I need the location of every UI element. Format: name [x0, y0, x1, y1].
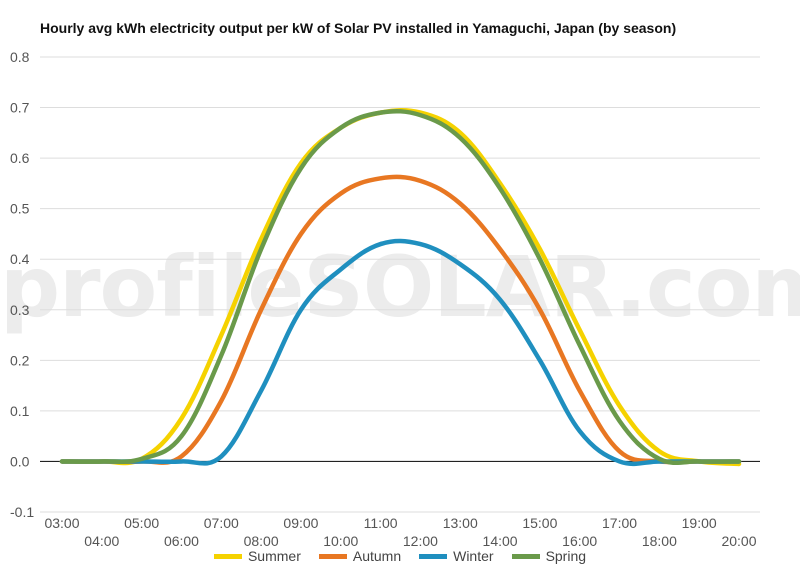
x-tick-label: 07:00: [204, 515, 239, 531]
y-tick-label: 0.1: [10, 403, 30, 419]
x-tick-label: 11:00: [364, 515, 398, 531]
y-tick-label: 0.7: [10, 100, 30, 116]
legend-label: Autumn: [352, 548, 402, 564]
x-tick-label: 04:00: [84, 533, 119, 549]
x-tick-label: 03:00: [44, 515, 79, 531]
legend-label: Winter: [453, 548, 494, 564]
x-tick-label: 15:00: [522, 515, 557, 531]
series-line-spring[interactable]: [59, 108, 742, 466]
y-tick-label: 0.2: [10, 352, 30, 368]
x-tick-label: 06:00: [164, 533, 199, 549]
x-tick-label: 16:00: [562, 533, 597, 549]
x-tick-label: 19:00: [682, 515, 717, 531]
y-tick-label: 0.5: [10, 201, 30, 217]
y-tick-label: 0.0: [10, 453, 30, 469]
y-tick-label: 0.4: [10, 251, 30, 267]
x-tick-label: 12:00: [403, 533, 438, 549]
y-tick-label: -0.1: [10, 504, 34, 520]
legend-swatch: [511, 553, 540, 559]
x-tick-label: 20:00: [721, 533, 756, 549]
legend-item-spring[interactable]: Spring: [511, 548, 587, 564]
y-tick-label: 0.3: [10, 302, 30, 318]
watermark: profileSOLAR.com: [0, 238, 800, 336]
legend-item-autumn[interactable]: Autumn: [318, 548, 402, 564]
legend-swatch: [318, 553, 347, 559]
series-line-autumn[interactable]: [59, 174, 742, 465]
legend-swatch: [419, 553, 448, 559]
x-tick-label: 17:00: [602, 515, 637, 531]
series-lines: [59, 107, 742, 467]
x-tick-label: 10:00: [323, 533, 358, 549]
x-tick-label: 13:00: [443, 515, 478, 531]
y-tick-label: 0.6: [10, 150, 30, 166]
legend: Summer Autumn Winter Spring: [0, 548, 800, 564]
legend-label: Spring: [545, 548, 587, 564]
legend-label: Summer: [247, 548, 301, 564]
x-tick-label: 14:00: [483, 533, 518, 549]
series-line-winter[interactable]: [59, 238, 742, 467]
x-tick-label: 05:00: [124, 515, 159, 531]
x-tick-label: 18:00: [642, 533, 677, 549]
y-tick-label: 0.8: [10, 49, 30, 65]
y-axis: -0.1 0.0 0.1 0.2 0.3 0.4 0.5 0.6 0.7 0.8: [10, 49, 34, 520]
legend-item-summer[interactable]: Summer: [213, 548, 301, 564]
grid: [40, 56, 760, 513]
legend-item-winter[interactable]: Winter: [419, 548, 494, 564]
x-tick-label: 08:00: [244, 533, 279, 549]
legend-swatch: [213, 553, 242, 559]
chart-title: Hourly avg kWh electricity output per kW…: [40, 20, 677, 36]
x-tick-label: 09:00: [283, 515, 318, 531]
